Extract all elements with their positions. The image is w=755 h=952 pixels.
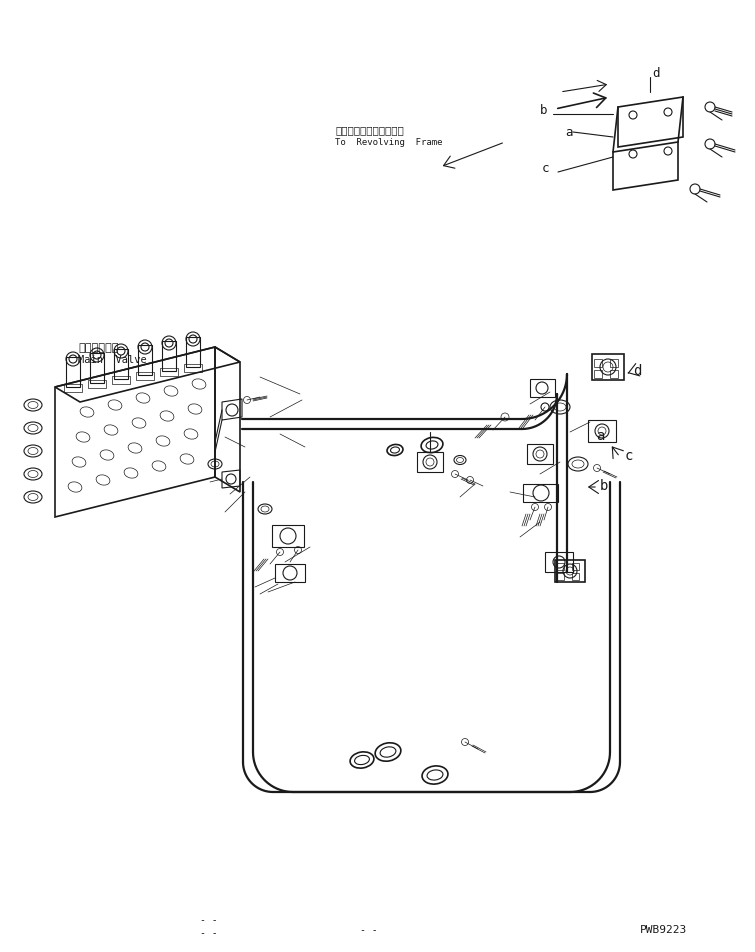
Bar [112,377,130,385]
Bar [557,564,564,570]
Bar [594,360,602,367]
Bar [186,338,200,367]
Bar [114,349,128,380]
Bar [610,370,618,379]
Text: b: b [540,104,547,117]
Bar [588,421,616,443]
Bar [557,573,564,581]
Bar [572,573,579,581]
Bar [527,445,553,465]
Text: c: c [542,162,550,175]
Bar [88,381,106,388]
Text: - -: - - [360,924,378,934]
Bar [417,452,443,472]
Text: Main  Valve: Main Valve [78,355,146,365]
Text: c: c [625,448,633,463]
Bar [66,358,80,387]
Bar [272,526,304,547]
Bar [138,346,152,376]
Bar [555,561,585,583]
Text: a: a [596,428,604,443]
Text: - -: - - [200,927,217,937]
Text: - -: - - [200,914,217,924]
Text: PWB9223: PWB9223 [640,924,687,934]
Text: メインバルブ: メインバルブ [78,343,119,352]
Bar [136,372,154,381]
Bar [160,368,178,377]
Bar [90,353,104,384]
Bar [592,355,624,381]
Text: b: b [600,479,609,492]
Bar [594,370,602,379]
Text: a: a [565,126,572,139]
Bar [275,565,305,583]
Bar [64,385,82,392]
Bar [184,365,202,372]
Bar [572,564,579,570]
Text: レボルビングフレームヘ: レボルビングフレームヘ [335,125,404,135]
Bar [610,360,618,367]
Text: d: d [652,67,660,80]
Bar [530,380,555,398]
Text: To  Revolving  Frame: To Revolving Frame [335,138,442,147]
Bar [523,485,558,503]
Text: d: d [633,364,642,378]
Bar [162,342,176,371]
Bar [545,552,573,572]
